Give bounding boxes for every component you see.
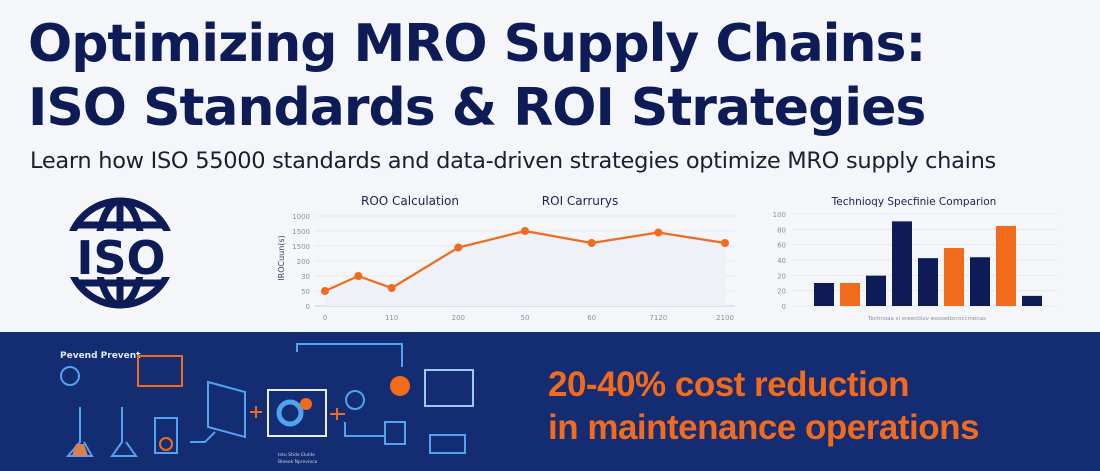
series-line xyxy=(324,229,726,293)
bottom-band xyxy=(0,332,1100,471)
callout-line-2: in maintenance operations xyxy=(548,408,979,447)
line-chart: ROO Calculation ROI Carrurys IROCuun(s) 0 50… xyxy=(277,194,735,322)
data-point xyxy=(721,239,729,247)
y-tick-label: 200 xyxy=(297,258,310,266)
y-tick-label: 30 xyxy=(301,273,310,281)
user-icon xyxy=(345,390,365,410)
bar xyxy=(892,221,912,306)
flask-icon xyxy=(65,407,94,457)
callout-line-1: 20-40% cost reduction xyxy=(548,365,910,404)
data-point xyxy=(354,272,363,280)
subtitle: Learn how ISO 55000 standards and data-d… xyxy=(30,148,996,174)
y-tick-label: 1000 xyxy=(292,213,310,221)
y-tick-label: 60 xyxy=(777,242,786,250)
y-tick-label: 50 xyxy=(301,288,310,296)
x-tick-label: 60 xyxy=(587,314,596,322)
data-point xyxy=(521,227,529,235)
bar xyxy=(814,283,834,306)
y-tick-label: 80 xyxy=(777,226,786,234)
bar-chart: Technioqy Specfinie Comparion 0 20 20 40 60 80… xyxy=(773,196,1057,322)
x-axis-label: Technoaa si ereectiiov esssadocroccmenas xyxy=(867,316,986,322)
bar xyxy=(970,257,990,306)
illustration-label: Pevend Prevent xyxy=(60,351,141,361)
x-tick-label: 200 xyxy=(452,314,465,322)
y-tick-label: 20 xyxy=(777,272,786,280)
data-point xyxy=(321,287,329,295)
x-tick-label: 7120 xyxy=(649,314,667,322)
data-point xyxy=(387,284,396,292)
logo-text: ISO xyxy=(76,231,165,285)
data-point xyxy=(654,228,663,237)
y-tick-label: 0 xyxy=(306,303,310,311)
tablet-chart-icon xyxy=(207,380,246,439)
orange-node-icon xyxy=(390,376,410,396)
y-tick-label: 100 xyxy=(773,211,786,219)
data-point xyxy=(454,243,463,252)
iso-globe-logo: ISO xyxy=(62,197,180,309)
chart-title: Technioqy Specfinie Comparion xyxy=(831,196,997,208)
gear-icon xyxy=(60,366,80,386)
bar xyxy=(996,225,1016,306)
chart-title: ROO Calculation xyxy=(361,194,459,208)
report-icon xyxy=(137,355,183,387)
illustration-caption-2: Bleeok Nprevioca xyxy=(278,459,318,465)
flask-icon xyxy=(110,407,138,457)
x-tick-label: 50 xyxy=(521,314,530,322)
bar xyxy=(1022,295,1042,306)
y-tick-label: 1500 xyxy=(292,243,310,251)
bar xyxy=(944,248,964,306)
gears-panel-icon xyxy=(267,389,327,437)
title-line-1: Optimizing MRO Supply Chains: xyxy=(28,14,926,74)
title-line-2: ISO Standards & ROI Strategies xyxy=(28,78,926,138)
illustration-caption-1: Ietu Stide Elulde xyxy=(278,452,315,458)
bar xyxy=(918,258,938,306)
x-tick-label: 0 xyxy=(323,314,327,322)
server-icon xyxy=(429,434,466,454)
chart-subtitle: ROI Carrurys xyxy=(542,194,618,208)
y-tick-label: 20 xyxy=(777,288,786,296)
x-tick-label: 2100 xyxy=(716,314,734,322)
y-axis-label: IROCuun(s) xyxy=(277,235,286,280)
x-tick-label: 110 xyxy=(385,314,398,322)
book-icon xyxy=(384,421,406,445)
y-tick-label: 1500 xyxy=(292,228,310,236)
process-illustration: Pevend Prevent Ietu Stide Elulde Bleeok … xyxy=(60,343,474,465)
bar xyxy=(840,283,860,306)
data-point xyxy=(587,239,596,247)
y-tick-label: 0 xyxy=(782,303,786,311)
y-tick-label: 40 xyxy=(777,257,786,265)
monitor-icon xyxy=(424,369,474,407)
device-icon xyxy=(154,417,178,454)
area-fill xyxy=(325,231,725,306)
bar xyxy=(866,275,886,306)
